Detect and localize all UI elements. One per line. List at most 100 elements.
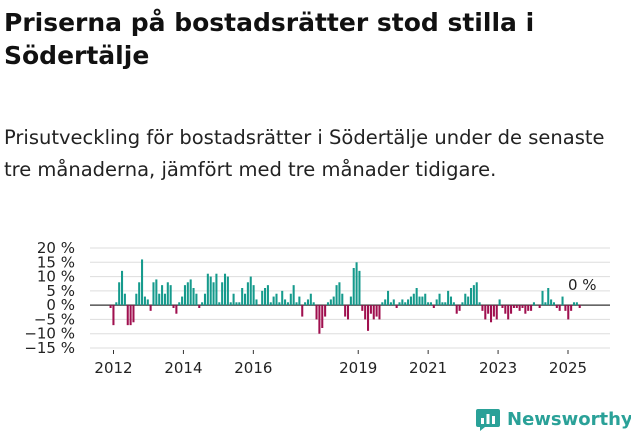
bar	[524, 305, 527, 314]
page-title: Priserna på bostadsrätter stod stilla i …	[4, 8, 535, 70]
bar	[269, 302, 272, 306]
bar	[550, 299, 553, 306]
bar	[129, 305, 132, 326]
bar	[172, 305, 175, 308]
bar	[358, 270, 361, 306]
bar	[329, 299, 332, 306]
newsworthy-logo-text: Newsworthy	[507, 408, 631, 430]
bar	[252, 285, 255, 306]
bar	[209, 276, 212, 306]
bar	[384, 299, 387, 306]
bar	[292, 285, 295, 306]
y-tick-label: 20 %	[37, 239, 75, 257]
annotation-layer: 0 %	[568, 276, 597, 294]
bar	[203, 293, 207, 306]
bar	[495, 305, 498, 320]
bar	[146, 299, 149, 306]
bar	[469, 288, 473, 306]
bar	[504, 305, 507, 314]
bar	[544, 302, 547, 306]
bar	[541, 290, 544, 306]
bar	[295, 302, 298, 306]
x-tick-label: 2012	[94, 359, 132, 377]
bar	[449, 296, 453, 306]
bar	[206, 273, 209, 306]
bar	[387, 290, 390, 306]
bar	[306, 299, 309, 306]
bar	[284, 299, 287, 306]
bar-series	[109, 259, 581, 334]
bar	[455, 305, 458, 314]
bar	[561, 296, 564, 306]
x-tick-label: 2019	[339, 359, 377, 377]
bar	[218, 302, 221, 306]
bar	[324, 305, 327, 317]
x-tick-label: 2025	[549, 359, 587, 377]
y-tick-label: 0 %	[46, 296, 75, 314]
bar	[369, 305, 372, 314]
bar	[232, 293, 235, 306]
bar	[518, 305, 521, 311]
bar-chart: 20 %15 %10 %5 %0 %−5 %−10 %−15 % 2012 201…	[24, 239, 610, 377]
bar	[487, 305, 490, 314]
x-tick-label: 2021	[409, 359, 447, 377]
y-tick-label: 15 %	[37, 253, 75, 271]
bar	[244, 293, 247, 306]
bar	[555, 305, 558, 308]
bar	[175, 305, 178, 314]
bar	[407, 299, 410, 306]
bar	[152, 282, 155, 306]
bar	[512, 305, 515, 308]
bar	[389, 302, 392, 306]
bar	[298, 296, 301, 306]
bar	[558, 305, 561, 311]
bar	[438, 293, 441, 306]
bar	[155, 279, 158, 306]
x-axis-labels: 2012 2014 2016 2019 2021 2023 2025	[94, 350, 587, 377]
bar	[547, 288, 550, 306]
bar	[418, 296, 421, 306]
bar	[378, 305, 381, 320]
bar	[183, 285, 186, 306]
bar	[490, 305, 493, 323]
bar	[392, 299, 395, 306]
bar	[201, 302, 204, 306]
bar	[458, 305, 461, 311]
bar	[186, 282, 189, 306]
bar	[158, 293, 161, 306]
bar	[570, 305, 573, 311]
bar	[481, 305, 484, 311]
bar	[149, 305, 152, 311]
bar	[189, 279, 192, 306]
bar	[286, 302, 289, 306]
x-tick-label: 2023	[479, 359, 517, 377]
bar	[143, 296, 146, 306]
bar	[315, 305, 318, 320]
newsworthy-logo-icon	[476, 409, 500, 431]
bar	[367, 305, 370, 331]
bar	[132, 305, 135, 323]
bar	[398, 302, 401, 306]
bar	[421, 296, 424, 306]
bar	[375, 305, 378, 317]
bar	[195, 293, 198, 306]
bar	[249, 276, 252, 306]
x-tick-label: 2016	[234, 359, 272, 377]
bar	[538, 305, 541, 308]
bar	[510, 305, 513, 314]
bar	[318, 305, 321, 334]
bar	[326, 302, 330, 306]
bar	[515, 305, 518, 308]
bar	[361, 305, 364, 311]
bar	[475, 282, 478, 306]
y-tick-label: −10 %	[24, 325, 75, 343]
bar	[401, 299, 404, 306]
bar	[235, 302, 238, 306]
bar	[275, 293, 278, 306]
bar	[572, 302, 576, 306]
bar	[349, 296, 352, 306]
bar	[364, 305, 367, 320]
bar	[281, 290, 284, 306]
bar	[338, 282, 341, 306]
bar	[223, 273, 227, 306]
